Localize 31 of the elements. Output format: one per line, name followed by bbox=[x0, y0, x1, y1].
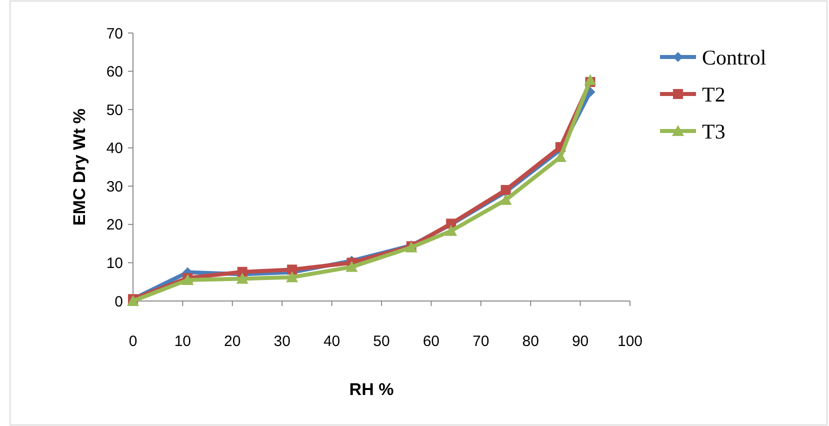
legend-label: T2 bbox=[702, 82, 726, 106]
x-axis-title: RH % bbox=[349, 380, 394, 399]
point bbox=[445, 224, 458, 236]
y-tick-label: 20 bbox=[106, 216, 123, 234]
point bbox=[287, 264, 298, 275]
x-tick-label: 50 bbox=[373, 333, 390, 350]
x-tick-label: 20 bbox=[224, 333, 241, 350]
y-tick-label: 10 bbox=[106, 254, 123, 272]
x-tick-label: 100 bbox=[617, 333, 643, 350]
x-tick-label: 40 bbox=[323, 333, 340, 350]
point bbox=[346, 260, 358, 272]
y-tick-label: 30 bbox=[106, 178, 123, 196]
point bbox=[584, 74, 596, 86]
legend-label: T3 bbox=[702, 119, 726, 144]
y-tick-label: 40 bbox=[106, 140, 123, 158]
x-tick-label: 60 bbox=[422, 333, 440, 350]
y-axis-title: EMC Dry Wt % bbox=[70, 108, 89, 226]
y-tick-label: 70 bbox=[106, 25, 123, 42]
x-tick-label: 10 bbox=[174, 333, 192, 350]
point bbox=[236, 272, 248, 284]
x-tick-label: 30 bbox=[274, 333, 290, 350]
point bbox=[500, 194, 512, 205]
point bbox=[286, 271, 298, 282]
y-tick-label: 50 bbox=[106, 102, 123, 119]
legend-label: Control bbox=[702, 45, 766, 70]
y-tick-label: 60 bbox=[106, 64, 123, 81]
x-tick-label: 70 bbox=[472, 333, 490, 350]
x-tick-label: 0 bbox=[128, 333, 138, 350]
x-tick-label: 90 bbox=[572, 333, 589, 350]
y-tick-label: 0 bbox=[114, 293, 123, 310]
x-tick-label: 80 bbox=[522, 333, 539, 350]
